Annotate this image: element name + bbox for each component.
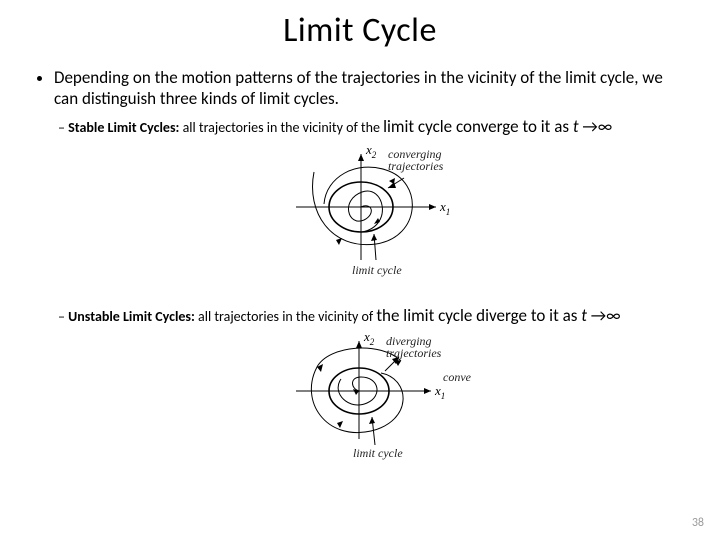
unstable-big: the limit cycle diverge to it as — [376, 305, 581, 326]
svg-text:x1: x1 — [439, 199, 450, 217]
x2-sub: 2 — [372, 150, 377, 160]
svg-text:x2: x2 — [363, 331, 375, 347]
stable-item: Stable Limit Cycles: all trajectories in… — [72, 116, 690, 287]
svg-text:x2: x2 — [365, 142, 377, 160]
intro-text: Depending on the motion patterns of the … — [54, 67, 663, 109]
u-ann-conve: conve — [443, 370, 472, 384]
stable-label: Stable Limit Cycles: — [68, 119, 179, 136]
stable-small: all trajectories in the vicinity of the — [179, 119, 383, 136]
unstable-small: all trajectories in the vicinity of — [195, 308, 376, 325]
u-x2-sub: 2 — [370, 337, 375, 347]
stable-figure-wrap: x2 x1 converging trajectories limit cycl… — [72, 142, 690, 287]
stable-arrow: →∞ — [579, 116, 613, 137]
svg-text:x1: x1 — [434, 383, 445, 401]
sub-list: Stable Limit Cycles: all trajectories in… — [54, 116, 690, 467]
unstable-item: Unstable Limit Cycles: all trajectories … — [72, 305, 690, 466]
unstable-label: Unstable Limit Cycles: — [68, 308, 195, 325]
u-ann-limitcycle: limit cycle — [353, 446, 403, 460]
stable-big: limit cycle converge to it as — [383, 116, 573, 137]
x1-sub: 1 — [446, 207, 451, 217]
slide: Limit Cycle Depending on the motion patt… — [0, 0, 720, 540]
page-number: 38 — [692, 516, 704, 530]
stable-figure: x2 x1 converging trajectories limit cycl… — [276, 142, 486, 282]
unstable-arrow: →∞ — [587, 305, 621, 326]
unstable-figure-wrap: x2 x1 diverging trajectories conve limit… — [72, 331, 690, 466]
intro-bullet: Depending on the motion patterns of the … — [54, 67, 690, 466]
ann-trajectories: trajectories — [388, 159, 444, 173]
u-ann-trajectories: trajectories — [386, 346, 442, 360]
slide-title: Limit Cycle — [30, 10, 690, 51]
bullet-list: Depending on the motion patterns of the … — [30, 67, 690, 466]
u-x1-sub: 1 — [441, 391, 446, 401]
unstable-figure: x2 x1 diverging trajectories conve limit… — [271, 331, 491, 461]
ann-limitcycle: limit cycle — [352, 263, 402, 277]
